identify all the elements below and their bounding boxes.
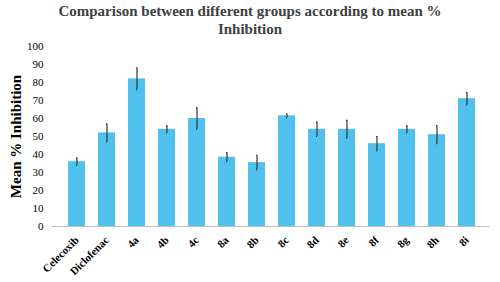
svg-text:8b: 8b: [244, 234, 261, 251]
svg-text:8i: 8i: [456, 234, 471, 249]
svg-text:4b: 4b: [154, 234, 171, 251]
svg-text:70: 70: [33, 94, 45, 106]
svg-text:8a: 8a: [215, 233, 232, 250]
svg-text:8c: 8c: [275, 234, 291, 250]
svg-text:40: 40: [33, 148, 45, 160]
svg-text:8d: 8d: [304, 234, 321, 251]
svg-text:8f: 8f: [366, 234, 381, 249]
svg-text:Diclofenac: Diclofenac: [67, 234, 111, 278]
html-text:Comparison between different g: Comparison between different groups acco…: [58, 3, 442, 37]
svg-text:80: 80: [33, 76, 45, 88]
svg-text:30: 30: [33, 166, 45, 178]
svg-text:Mean % Inhibition: Mean % Inhibition: [8, 74, 24, 198]
svg-text:Celecoxib: Celecoxib: [40, 233, 81, 275]
svg-text:20: 20: [33, 184, 45, 196]
svg-text:10: 10: [33, 202, 45, 214]
svg-text:4c: 4c: [185, 234, 201, 250]
svg-text:8e: 8e: [335, 234, 351, 250]
svg-text:100: 100: [27, 40, 44, 52]
svg-text:4a: 4a: [125, 233, 142, 250]
svg-text:8g: 8g: [395, 233, 412, 250]
svg-text:0: 0: [38, 220, 44, 232]
svg-text:50: 50: [33, 130, 45, 142]
svg-text:60: 60: [33, 112, 45, 124]
svg-text:90: 90: [33, 58, 45, 70]
svg-text:8h: 8h: [424, 234, 441, 251]
